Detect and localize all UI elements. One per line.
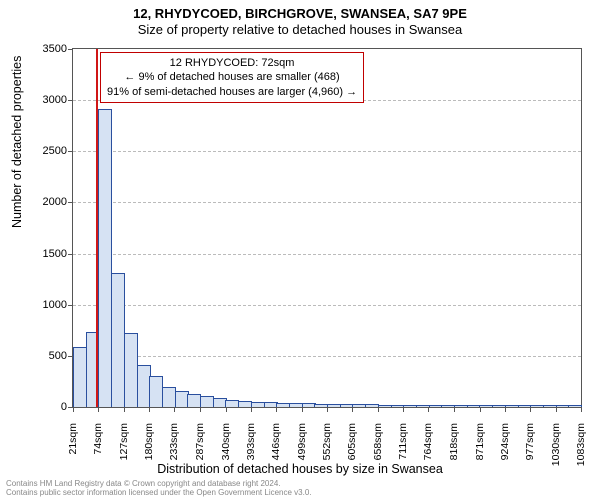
ytick-mark <box>68 202 73 203</box>
chart-title-address: 12, RHYDYCOED, BIRCHGROVE, SWANSEA, SA7 … <box>0 0 600 21</box>
xtick-mark <box>73 407 74 412</box>
xtick-mark <box>403 407 404 412</box>
ytick-label: 3000 <box>33 94 67 106</box>
xtick-mark <box>327 407 328 412</box>
footer-attribution: Contains HM Land Registry data © Crown c… <box>6 479 312 498</box>
ytick-label: 2000 <box>33 196 67 208</box>
info-line-3: 91% of semi-detached houses are larger (… <box>107 85 357 99</box>
ytick-mark <box>68 100 73 101</box>
gridline <box>73 254 581 255</box>
gridline <box>73 151 581 152</box>
ytick-label: 3500 <box>33 43 67 55</box>
info-box: 12 RHYDYCOED: 72sqm ← 9% of detached hou… <box>100 52 364 103</box>
marker-line <box>96 49 98 407</box>
ytick-label: 2500 <box>33 145 67 157</box>
xtick-mark <box>556 407 557 412</box>
chart-subtitle: Size of property relative to detached ho… <box>0 21 600 37</box>
xtick-mark <box>226 407 227 412</box>
y-axis-label: Number of detached properties <box>10 56 24 228</box>
xtick-mark <box>581 407 582 412</box>
gridline <box>73 202 581 203</box>
info-line-1: 12 RHYDYCOED: 72sqm <box>107 56 357 70</box>
xtick-mark <box>302 407 303 412</box>
footer-line-1: Contains HM Land Registry data © Crown c… <box>6 479 312 489</box>
ytick-mark <box>68 305 73 306</box>
xtick-mark <box>352 407 353 412</box>
xtick-mark <box>454 407 455 412</box>
xtick-mark <box>480 407 481 412</box>
xtick-mark <box>98 407 99 412</box>
footer-line-2: Contains public sector information licen… <box>6 488 312 498</box>
gridline <box>73 305 581 306</box>
ytick-mark <box>68 254 73 255</box>
xtick-mark <box>174 407 175 412</box>
ytick-mark <box>68 49 73 50</box>
xtick-mark <box>428 407 429 412</box>
xtick-mark <box>200 407 201 412</box>
ytick-label: 1000 <box>33 299 67 311</box>
x-axis-label: Distribution of detached houses by size … <box>0 462 600 476</box>
xtick-mark <box>505 407 506 412</box>
xtick-mark <box>378 407 379 412</box>
xtick-mark <box>149 407 150 412</box>
ytick-label: 0 <box>33 401 67 413</box>
xtick-mark <box>530 407 531 412</box>
info-line-2: ← 9% of detached houses are smaller (468… <box>107 70 357 84</box>
chart-container: 12, RHYDYCOED, BIRCHGROVE, SWANSEA, SA7 … <box>0 0 600 500</box>
ytick-label: 1500 <box>33 248 67 260</box>
xtick-mark <box>276 407 277 412</box>
ytick-mark <box>68 151 73 152</box>
ytick-label: 500 <box>33 350 67 362</box>
gridline <box>73 356 581 357</box>
xtick-mark <box>124 407 125 412</box>
xtick-mark <box>251 407 252 412</box>
